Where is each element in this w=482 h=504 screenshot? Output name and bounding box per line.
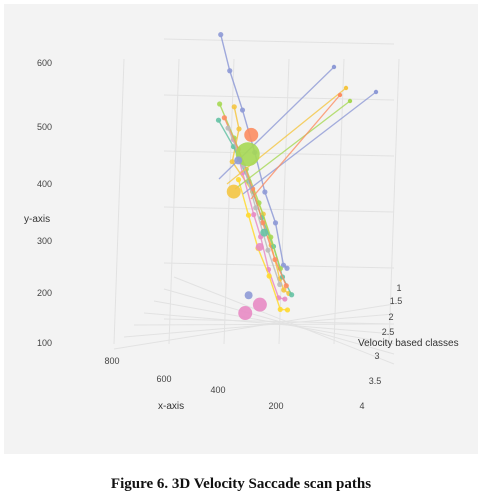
fixation-marker: [255, 242, 264, 251]
scan-path-point: [227, 68, 233, 74]
scan-path-point: [262, 189, 268, 195]
y-tick-label: 100: [37, 338, 52, 348]
gridline-v: [168, 58, 180, 345]
gridline-y: [163, 150, 395, 157]
y-tick-label: 400: [37, 179, 52, 189]
gridline-floor: [133, 323, 395, 326]
gridline-floor: [123, 313, 395, 338]
scan-path-point: [331, 64, 337, 70]
scan-path-point: [282, 296, 288, 302]
scan-path-point: [277, 281, 283, 288]
y-tick-label: 600: [37, 58, 52, 68]
gridline-floor: [153, 300, 395, 345]
x-tick-label: 200: [268, 401, 283, 411]
z-tick-label: 1.5: [390, 296, 403, 306]
chart-area: 600 500 400 300 200 100 800 600 400 200 1 1.5 2 2.5 3 3…: [4, 4, 478, 454]
z-tick-label: 3: [374, 351, 379, 361]
scan-path-point: [272, 256, 278, 263]
gridline-v: [333, 58, 345, 345]
scan-path-point: [251, 212, 257, 218]
scan-path-segment: [226, 87, 347, 185]
gridline-v: [388, 58, 400, 345]
scan-path-point: [283, 283, 289, 289]
scan-path-point: [239, 107, 246, 113]
gridline-v: [223, 58, 235, 345]
y-tick-label: 300: [37, 236, 52, 246]
scan-path-point: [373, 89, 379, 95]
scan-path-series: [220, 34, 288, 269]
scan-path-point: [215, 117, 222, 123]
fixation-marker: [244, 291, 253, 300]
y-tick-label: 500: [37, 122, 52, 132]
z-tick-label: 2.5: [382, 327, 395, 337]
scan-path-point: [347, 98, 353, 104]
gridline-v: [113, 58, 125, 345]
scan-path-point: [266, 273, 272, 279]
fixation-marker: [238, 306, 253, 321]
fixation-marker: [260, 228, 269, 237]
fixation-marker: [252, 297, 267, 312]
scan-path-point: [231, 104, 237, 110]
x-axis-label: x-axis: [158, 401, 184, 412]
scan-path-point: [277, 306, 283, 312]
gridline-y: [163, 94, 395, 101]
y-axis-label: y-axis: [24, 214, 50, 225]
gridline-y: [163, 38, 395, 45]
figure-caption: Figure 6. 3D Velocity Saccade scan paths: [110, 476, 372, 492]
scan-path-point: [268, 234, 274, 240]
scan-path-series: [223, 117, 287, 287]
scan-path-point: [260, 220, 266, 226]
scan-path-point: [253, 205, 259, 211]
chart-svg: 600 500 400 300 200 100 800 600 400 200 1 1.5 2 2.5 3 3…: [24, 32, 459, 412]
scan-path-point: [236, 126, 242, 132]
scan-path-point: [229, 159, 235, 165]
fixation-marker: [226, 184, 241, 199]
scan-path-point: [265, 247, 271, 253]
fixation-marker: [234, 156, 243, 165]
y-tick-label: 200: [37, 288, 52, 298]
z-tick-label: 2: [388, 312, 393, 322]
scan-path-point: [245, 212, 252, 218]
scan-path-segment: [242, 91, 377, 195]
scan-path-point: [217, 101, 223, 107]
x-tick-label: 600: [156, 374, 171, 384]
scan-path-point: [281, 287, 287, 293]
scan-path-point: [218, 32, 224, 38]
scan-path-point: [280, 262, 287, 268]
scan-path-point: [343, 85, 349, 91]
scan-path-point: [284, 265, 290, 271]
x-tick-label: 400: [210, 385, 225, 395]
scan-path-point: [221, 115, 227, 121]
scan-path-point: [337, 92, 343, 98]
scan-path-point: [272, 220, 279, 226]
scan-path-point: [289, 292, 295, 298]
scan-path-point: [225, 125, 231, 131]
z-tick-label: 3.5: [369, 376, 382, 386]
scan-path-segment: [250, 94, 341, 200]
gridline-y: [163, 206, 395, 213]
scan-path-segment: [234, 100, 351, 190]
gridline-floor: [163, 288, 395, 355]
scan-path-point: [284, 307, 291, 313]
z-tick-label: 4: [359, 401, 364, 411]
x-tick-label: 800: [104, 356, 119, 366]
gridline-floor: [113, 303, 395, 350]
z-tick-label: 1: [396, 283, 401, 293]
fixation-marker: [244, 127, 259, 142]
gridline-floor: [173, 276, 395, 365]
z-axis-label: Velocity based classes: [358, 338, 459, 349]
scan-path-point: [235, 177, 242, 183]
gridline-floor: [143, 312, 395, 335]
